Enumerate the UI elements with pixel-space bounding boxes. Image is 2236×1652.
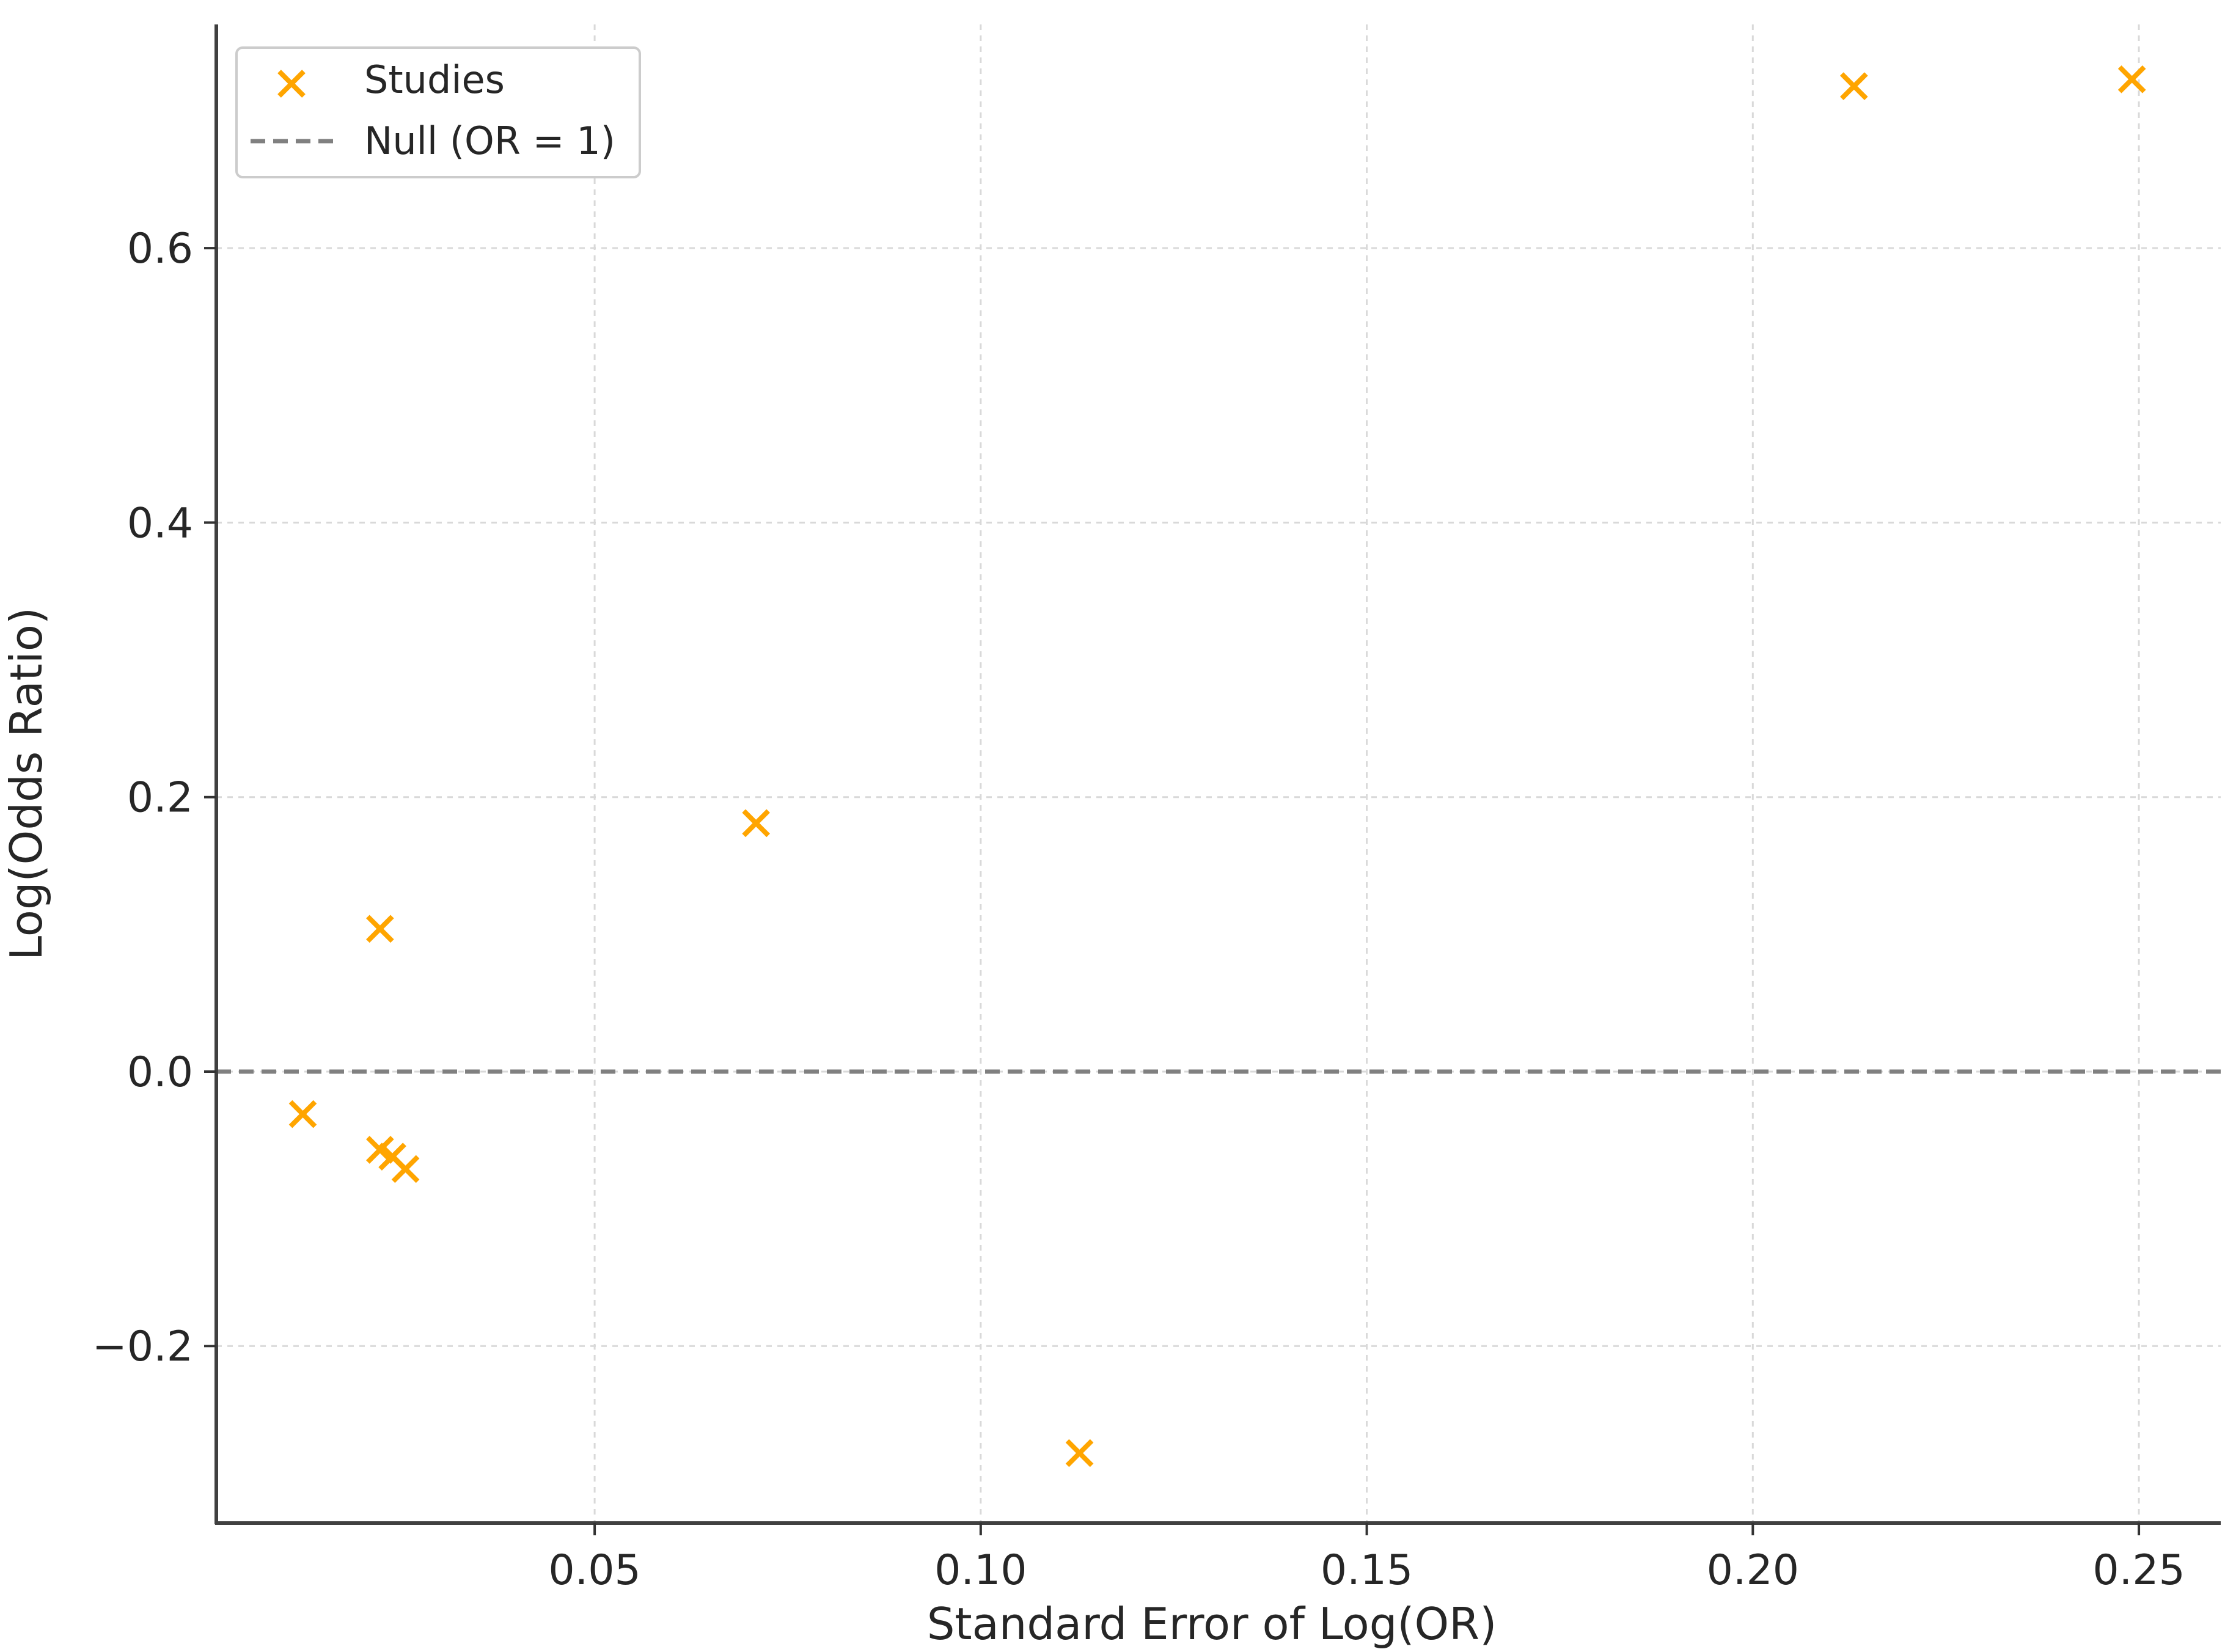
x-tick-label: 0.15 — [1321, 1546, 1413, 1595]
data-points — [288, 65, 2146, 1467]
y-axis-label: Log(Odds Ratio) — [1, 607, 52, 960]
legend-studies-marker — [277, 70, 306, 98]
x-axis-label: Standard Error of Log(OR) — [927, 1598, 1497, 1650]
data-point — [366, 915, 394, 943]
data-point — [2117, 65, 2146, 93]
legend: Studies Null (OR = 1) — [235, 46, 641, 178]
legend-box — [235, 46, 641, 178]
y-tick-label: 0.2 — [127, 774, 193, 822]
grid — [216, 24, 2221, 1523]
axes — [214, 24, 2221, 1525]
legend-studies-label: Studies — [364, 57, 505, 102]
y-tick-label: 0.0 — [127, 1048, 193, 1097]
data-point — [1840, 72, 1868, 100]
data-point — [1065, 1439, 1094, 1467]
y-tick-label: −0.2 — [92, 1323, 193, 1371]
data-point — [742, 809, 771, 838]
y-tick-label: 0.4 — [127, 499, 193, 547]
data-point — [391, 1155, 420, 1183]
x-tick-label: 0.10 — [934, 1546, 1027, 1595]
x-tick-label: 0.05 — [548, 1546, 640, 1595]
legend-null-label: Null (OR = 1) — [364, 119, 615, 163]
ticks: 0.05 0.10 0.15 0.20 0.25 −0.2 0.0 0.2 0.4 0.6 — [92, 225, 2185, 1595]
y-tick-label: 0.6 — [127, 225, 193, 273]
x-tick-label: 0.20 — [1707, 1546, 1799, 1595]
data-point — [288, 1100, 317, 1128]
x-tick-label: 0.25 — [2092, 1546, 2185, 1595]
